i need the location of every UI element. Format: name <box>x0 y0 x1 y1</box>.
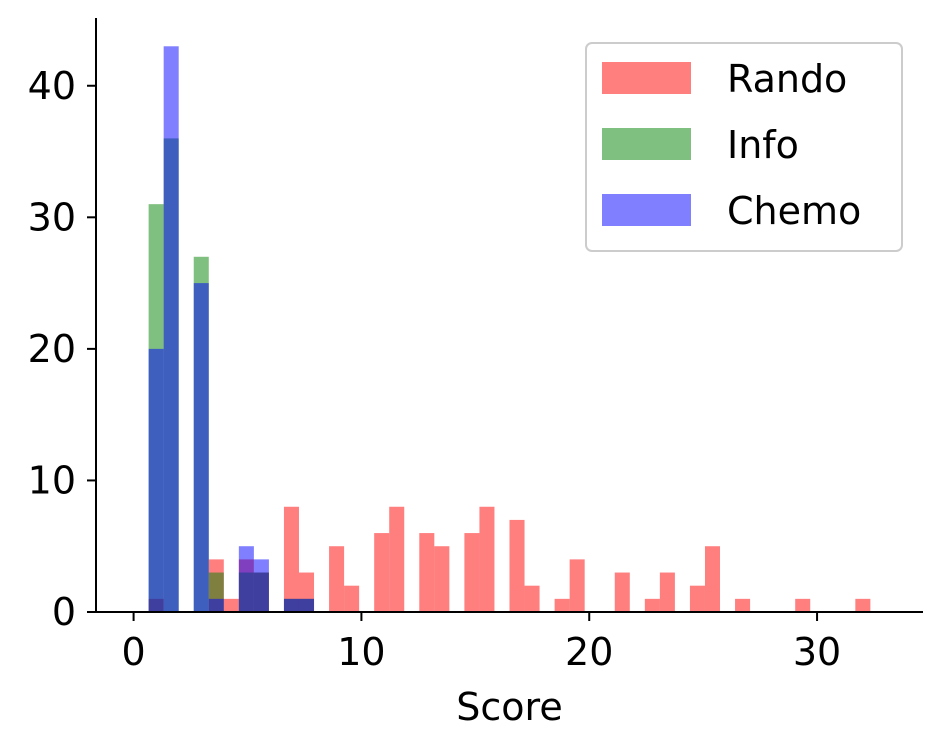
bar-rando <box>344 585 360 612</box>
y-tick-label: 20 <box>28 327 76 371</box>
bar-rando <box>569 559 585 612</box>
bar-rando <box>855 598 871 612</box>
bar-rando <box>704 546 721 612</box>
bar-chemo <box>148 348 164 612</box>
bar-chemo <box>208 598 224 612</box>
bar-chemo <box>298 598 315 612</box>
legend: Rando Info Chemo <box>585 42 903 252</box>
series-chemo <box>148 46 315 613</box>
axes-layer: 0 10 20 30 0 10 20 30 40 <box>28 18 923 674</box>
legend-label-info: Info <box>727 123 799 167</box>
legend-label-rando: Rando <box>727 57 847 101</box>
legend-swatch-rando <box>602 62 691 94</box>
x-tick-label: 0 <box>121 630 145 674</box>
bar-chemo <box>253 559 269 612</box>
legend-swatch-chemo <box>602 194 691 226</box>
legend-label-chemo: Chemo <box>727 189 861 233</box>
bar-rando <box>644 598 660 612</box>
y-tick-label: 30 <box>28 195 76 239</box>
legend-swatch-info <box>602 128 691 160</box>
bar-rando <box>795 598 811 612</box>
x-tick-label: 10 <box>337 630 385 674</box>
bar-rando <box>735 598 751 612</box>
bar-rando <box>554 598 570 612</box>
y-tick-label: 40 <box>28 64 76 108</box>
bar-rando <box>389 506 405 612</box>
bar-rando <box>419 533 435 612</box>
bar-rando <box>374 533 390 612</box>
x-tick-label: 30 <box>793 630 841 674</box>
bar-rando <box>223 598 239 612</box>
bar-chemo <box>163 46 179 613</box>
bar-rando <box>479 506 495 612</box>
bar-rando <box>283 506 299 612</box>
bar-rando <box>659 572 675 612</box>
x-axis-label: Score <box>456 685 562 729</box>
y-tick-label: 10 <box>28 458 76 502</box>
bar-rando <box>329 546 345 612</box>
bar-rando <box>464 533 480 612</box>
bar-chemo <box>238 546 254 612</box>
x-tick-label: 20 <box>565 630 613 674</box>
bar-rando <box>434 546 450 612</box>
bar-chemo <box>283 598 299 612</box>
bar-chemo <box>193 283 209 612</box>
y-tick-label: 0 <box>52 590 76 634</box>
bars-layer <box>148 46 871 613</box>
bar-rando <box>509 519 525 612</box>
bar-rando <box>614 572 630 612</box>
bar-rando <box>524 585 540 612</box>
bar-rando <box>689 585 705 612</box>
